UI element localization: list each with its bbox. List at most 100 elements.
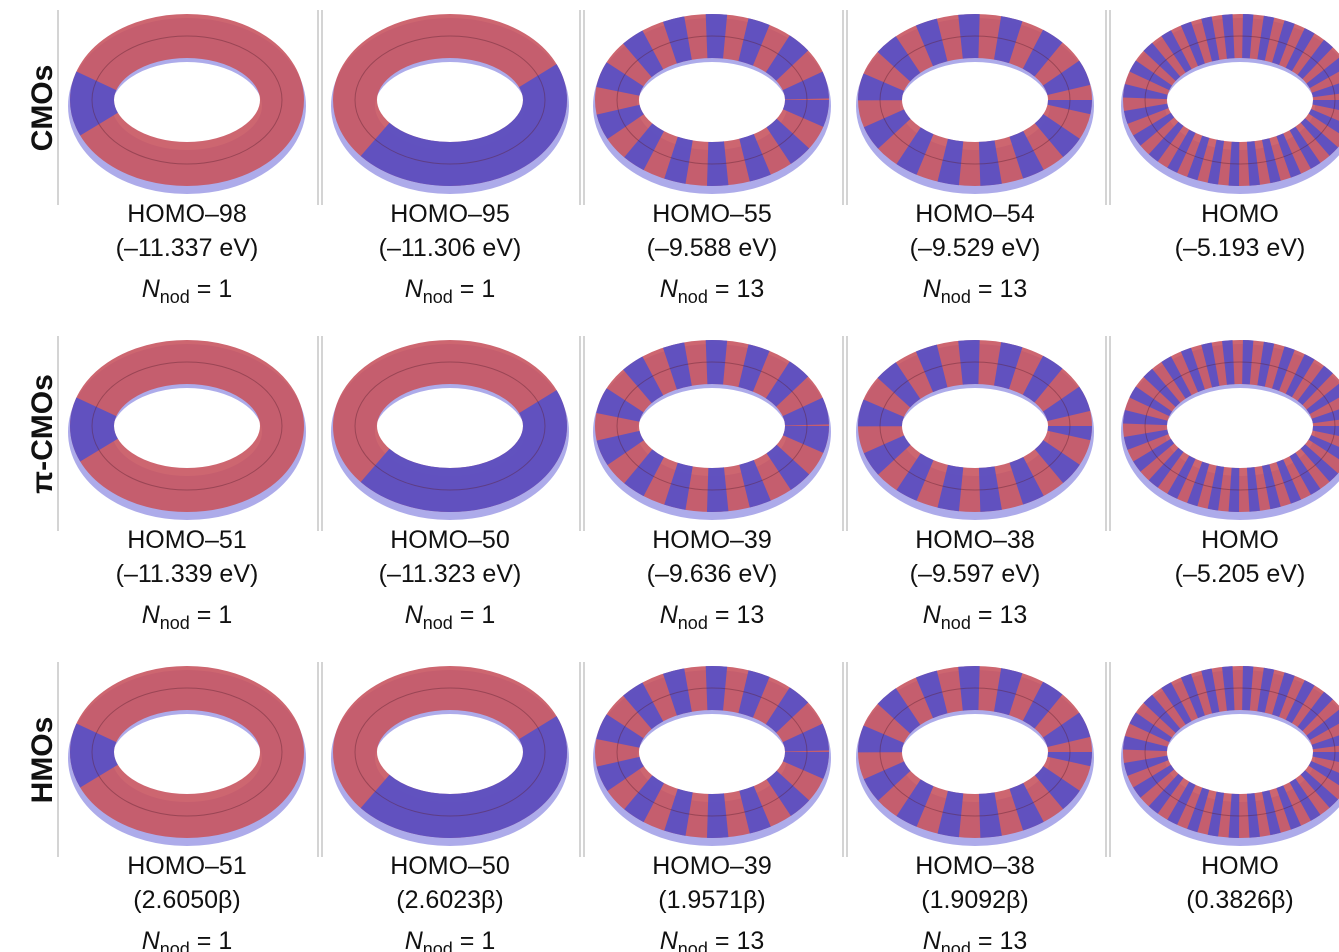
- nnod-equals: =: [460, 601, 475, 629]
- orbital-image: [353, 36, 547, 172]
- nnod-symbol: N: [405, 927, 424, 952]
- orbital-image: [878, 688, 1072, 824]
- orbital-name: HOMO–39: [652, 852, 771, 880]
- nnod-subscript: nod: [423, 939, 453, 952]
- row-label: HMOs: [26, 717, 59, 804]
- node-count: Nnod=13: [923, 601, 1028, 633]
- nnod-value: 1: [481, 927, 495, 952]
- orbital-energy: (–9.636 eV): [647, 560, 778, 588]
- orbital-name: HOMO–51: [127, 526, 246, 554]
- orbital-image: [1143, 362, 1337, 498]
- orbital-energy: (–11.323 eV): [379, 560, 522, 588]
- nnod-subscript: nod: [423, 287, 453, 307]
- nnod-symbol: N: [405, 601, 424, 629]
- nnod-value: 1: [481, 601, 495, 629]
- nnod-equals: =: [715, 601, 730, 629]
- orbital-name: HOMO–98: [127, 200, 246, 228]
- orbital-lobe-blue: [617, 362, 807, 490]
- nnod-symbol: N: [142, 601, 161, 629]
- nnod-subscript: nod: [160, 287, 190, 307]
- nnod-equals: =: [715, 927, 730, 952]
- orbital-name: HOMO–95: [390, 200, 509, 228]
- orbital-energy: (–5.193 eV): [1175, 234, 1306, 262]
- node-count: Nnod=13: [660, 601, 765, 633]
- orbital-image: [1143, 36, 1337, 172]
- orbital-lobe-red: [92, 36, 282, 164]
- orbital-name: HOMO: [1201, 200, 1279, 228]
- node-count: Nnod =1: [405, 927, 496, 952]
- node-count: Nnod=1: [142, 275, 233, 307]
- orbital-name: HOMO–50: [390, 852, 509, 880]
- orbital-image: [878, 362, 1072, 498]
- nnod-equals: =: [978, 275, 993, 303]
- orbital-energy: (2.6023β): [396, 886, 504, 914]
- orbital-image: [90, 36, 284, 172]
- orbital-image: [1143, 688, 1337, 824]
- orbital-energy: (0.3826β): [1186, 886, 1294, 914]
- orbital-image: [615, 688, 809, 824]
- orbital-energy: (–11.306 eV): [379, 234, 522, 262]
- nnod-subscript: nod: [941, 613, 971, 633]
- node-count: Nnod =13: [660, 927, 765, 952]
- orbital-energy: (–5.205 eV): [1175, 560, 1306, 588]
- node-count: Nnod =13: [660, 275, 765, 307]
- node-count: Nnod=13: [923, 927, 1028, 952]
- nnod-subscript: nod: [160, 939, 190, 952]
- orbital-name: HOMO–50: [390, 526, 509, 554]
- orbital-image: [353, 688, 547, 824]
- nnod-symbol: N: [923, 601, 942, 629]
- nnod-value: 1: [218, 275, 232, 303]
- nnod-subscript: nod: [160, 613, 190, 633]
- nnod-symbol: N: [660, 927, 679, 952]
- nnod-equals: =: [460, 927, 475, 952]
- nnod-equals: =: [715, 275, 730, 303]
- orbital-lobe-blue: [617, 36, 807, 164]
- orbital-image: [878, 36, 1072, 172]
- orbital-image: [615, 36, 809, 172]
- nnod-value: 1: [218, 927, 232, 952]
- orbital-lobe-red: [92, 688, 282, 816]
- orbital-name: HOMO–51: [127, 852, 246, 880]
- nnod-value: 13: [736, 601, 764, 629]
- orbital-energy: (1.9092β): [921, 886, 1029, 914]
- nnod-value: 13: [999, 275, 1027, 303]
- nnod-value: 1: [481, 275, 495, 303]
- nnod-subscript: nod: [678, 939, 708, 952]
- orbital-name: HOMO–38: [915, 526, 1034, 554]
- nnod-value: 1: [218, 601, 232, 629]
- orbital-image: [615, 362, 809, 498]
- orbital-name: HOMO–38: [915, 852, 1034, 880]
- orbital-name: HOMO: [1201, 526, 1279, 554]
- orbital-lobe-blue: [617, 688, 807, 816]
- row-label: π-CMOs: [26, 374, 59, 494]
- node-count: Nnod =1: [405, 275, 496, 307]
- orbital-lobe-red: [92, 362, 282, 490]
- nnod-value: 13: [736, 275, 764, 303]
- nnod-equals: =: [978, 601, 993, 629]
- nnod-symbol: N: [405, 275, 424, 303]
- nnod-equals: =: [978, 927, 993, 952]
- nnod-subscript: nod: [678, 613, 708, 633]
- node-count: Nnod =1: [142, 927, 233, 952]
- nnod-subscript: nod: [678, 287, 708, 307]
- orbital-image: [90, 362, 284, 498]
- orbital-image: [353, 362, 547, 498]
- orbital-energy: (1.9571β): [658, 886, 766, 914]
- nnod-symbol: N: [660, 275, 679, 303]
- nnod-symbol: N: [923, 927, 942, 952]
- orbital-energy: (–11.337 eV): [116, 234, 259, 262]
- node-count: Nnod=1: [405, 601, 496, 633]
- orbital-energy: (2.6050β): [133, 886, 241, 914]
- figure: CMOsHOMO–98(–11.337 eV)Nnod=1HOMO–95(–11…: [0, 0, 1339, 952]
- nnod-symbol: N: [142, 927, 161, 952]
- nnod-equals: =: [460, 275, 475, 303]
- nnod-symbol: N: [142, 275, 161, 303]
- row-label: CMOs: [26, 65, 59, 152]
- nnod-symbol: N: [923, 275, 942, 303]
- node-count: Nnod=13: [923, 275, 1028, 307]
- orbital-energy: (–9.588 eV): [647, 234, 778, 262]
- nnod-equals: =: [197, 927, 212, 952]
- orbital-name: HOMO–54: [915, 200, 1035, 228]
- nnod-equals: =: [197, 601, 212, 629]
- nnod-value: 13: [736, 927, 764, 952]
